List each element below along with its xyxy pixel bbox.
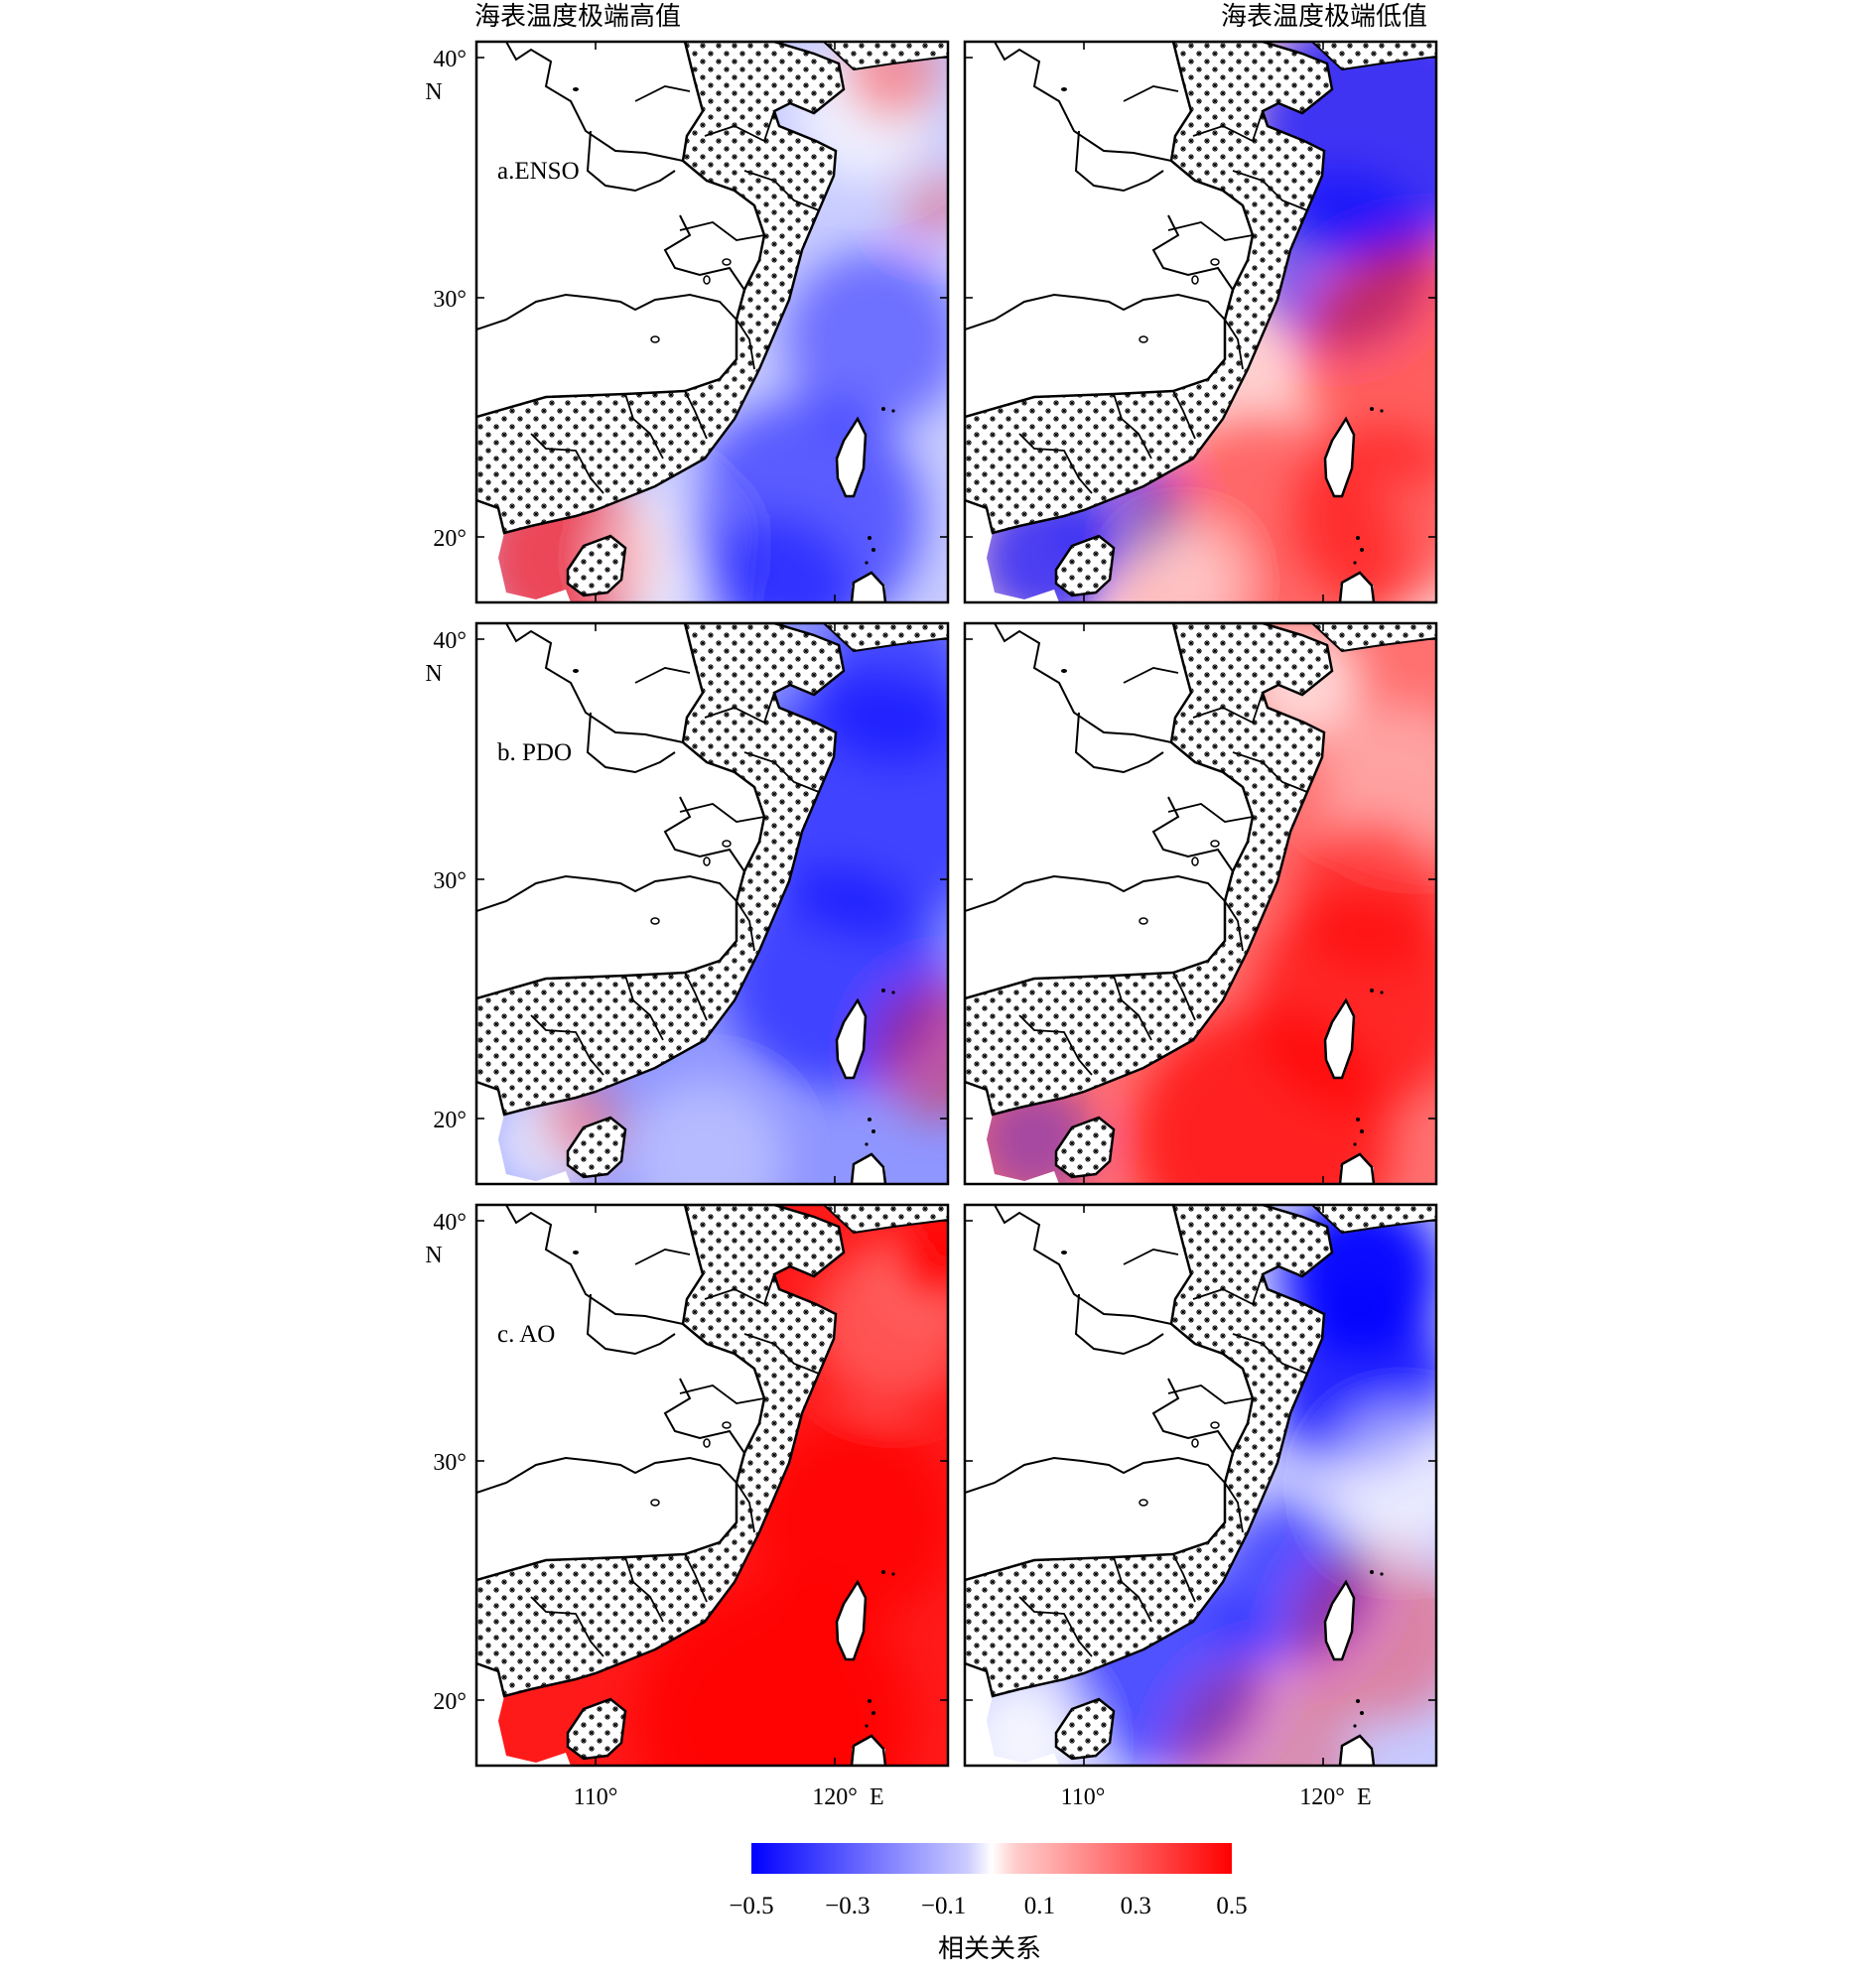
colorbar-ticks: −0.5 −0.3 −0.1 0.1 0.3 0.5 — [729, 1893, 1247, 1919]
colorbar-tick-3: 0.1 — [1024, 1893, 1055, 1919]
panel-2-1 — [963, 1203, 1438, 1768]
lat-tick-1-2: 20° — [433, 1108, 467, 1133]
row-label-1: b. PDO — [497, 739, 572, 766]
lat-unit-0: N — [425, 79, 442, 105]
colorbar-label: 相关关系 — [938, 1934, 1041, 1963]
colorbar-tick-0: −0.5 — [729, 1893, 773, 1919]
lat-tick-2-2: 20° — [433, 1689, 467, 1715]
lat-tick-0-0: 40° — [433, 47, 467, 72]
lat-tick-2-1: 30° — [433, 1450, 467, 1476]
colorbar-tick-2: −0.1 — [921, 1893, 966, 1919]
panel-1-1 — [963, 621, 1438, 1186]
panel-2-0: c. AO — [474, 1203, 950, 1768]
lon-tick-120-left: 120° — [812, 1784, 858, 1810]
colorbar-tick-4: 0.3 — [1121, 1893, 1151, 1919]
panel-frame — [474, 1203, 950, 1768]
panel-frame — [963, 1203, 1438, 1768]
panel-1-0: b. PDO — [474, 621, 950, 1186]
column-title-high: 海表温度极端高值 — [474, 2, 681, 31]
panel-0-0: a.ENSO — [474, 40, 950, 604]
lon-tick-110-left: 110° — [574, 1784, 618, 1810]
colorbar-tick-1: −0.3 — [825, 1893, 870, 1919]
lat-tick-1-0: 40° — [433, 628, 467, 654]
lon-tick-110-right: 110° — [1061, 1784, 1106, 1810]
panel-frame — [963, 40, 1438, 604]
panel-frame — [474, 621, 950, 1186]
row-label-0: a.ENSO — [497, 158, 580, 185]
colorbar-gradient — [751, 1843, 1232, 1874]
lon-axis-labels: 110° 120° E 110° 120° E — [574, 1784, 1372, 1810]
lon-unit-right: E — [1357, 1784, 1372, 1810]
lat-tick-0-2: 20° — [433, 526, 467, 552]
lat-tick-1-1: 30° — [433, 868, 467, 894]
colorbar-tick-5: 0.5 — [1216, 1893, 1247, 1919]
lon-unit-left: E — [870, 1784, 884, 1810]
panel-0-1 — [963, 40, 1438, 604]
panel-grid: a.ENSO 40° 30° 20° Nb. PDO 40° 30° 20° Nc. AO 40°… — [425, 40, 1438, 1768]
panel-frame — [474, 40, 950, 604]
lat-tick-2-0: 40° — [433, 1210, 467, 1236]
colorbar: −0.5 −0.3 −0.1 0.1 0.3 0.5 相关关系 — [729, 1843, 1248, 1963]
panel-frame — [963, 621, 1438, 1186]
lat-tick-0-1: 30° — [433, 287, 467, 313]
lat-unit-1: N — [425, 661, 442, 687]
lat-unit-2: N — [425, 1243, 442, 1268]
row-label-2: c. AO — [497, 1321, 555, 1348]
column-title-low: 海表温度极端低值 — [1221, 2, 1427, 31]
lon-tick-120-right: 120° — [1299, 1784, 1345, 1810]
